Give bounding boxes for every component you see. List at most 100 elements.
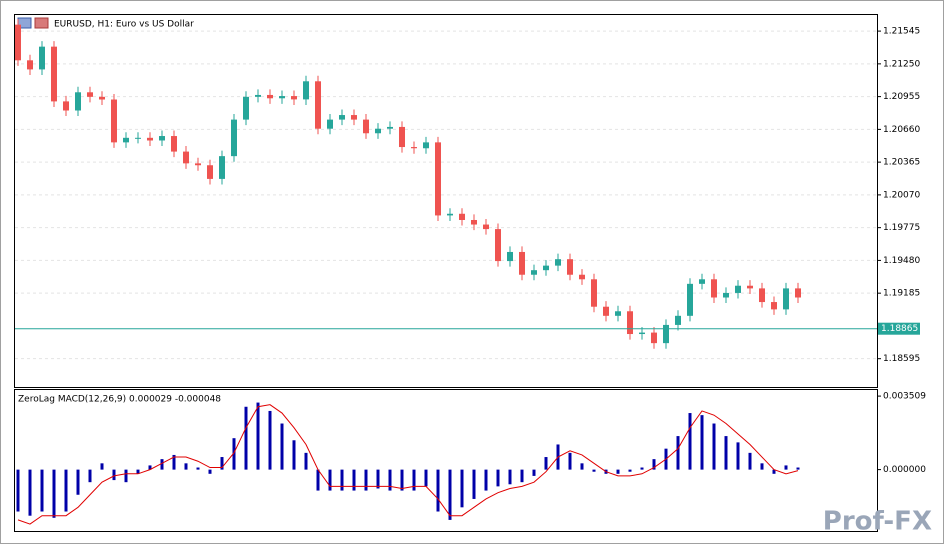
macd-bar — [76, 469, 80, 495]
macd-bar — [328, 469, 332, 491]
macd-bar — [448, 469, 452, 520]
candle-body — [315, 81, 321, 129]
candle-body — [639, 332, 645, 335]
candle-body — [615, 311, 621, 316]
current-price-box — [878, 322, 920, 335]
chart-title: EURUSD, H1: Euro vs US Dollar — [54, 20, 194, 30]
macd-bar — [340, 469, 344, 491]
candle-body — [783, 288, 789, 310]
candle-body — [699, 279, 705, 284]
candle-body — [87, 92, 93, 97]
y-tick-label: 1.19185 — [883, 289, 920, 299]
macd-bar — [196, 467, 200, 470]
macd-bar — [688, 413, 692, 470]
macd-bar — [652, 459, 656, 470]
candle-body — [687, 283, 693, 316]
candle-body — [255, 94, 261, 97]
candle-body — [423, 142, 429, 149]
macd-bar — [616, 469, 620, 474]
price-panel — [14, 14, 878, 388]
macd-bar — [208, 469, 212, 474]
candle-body — [363, 119, 369, 134]
candle-body — [471, 219, 477, 225]
macd-bar — [160, 459, 164, 470]
macd-bar — [64, 469, 68, 512]
macd-bar — [544, 457, 548, 470]
y-tick-label: 1.20365 — [883, 158, 920, 168]
candle-body — [147, 137, 153, 141]
macd-bar — [52, 469, 56, 518]
macd-bar — [796, 467, 800, 470]
macd-bar — [28, 469, 32, 516]
macd-bar — [232, 438, 236, 470]
candle-body — [39, 46, 45, 70]
candle-body — [519, 251, 525, 275]
candle-body — [411, 147, 417, 149]
macd-bar — [256, 402, 260, 470]
macd-bar — [220, 457, 224, 470]
y-tick-label: 1.18595 — [883, 354, 920, 364]
macd-bar — [676, 436, 680, 470]
current-price-label: 1.18865 — [881, 324, 918, 334]
candle-body — [183, 151, 189, 164]
candle-body — [735, 285, 741, 293]
macd-bar — [640, 467, 644, 470]
candle-body — [207, 165, 213, 179]
candle-body — [723, 292, 729, 298]
y-tick-label: 1.21250 — [883, 59, 920, 69]
macd-bar — [280, 423, 284, 470]
macd-bar — [268, 410, 272, 470]
macd-bar — [352, 469, 356, 491]
y-tick-label: 1.21545 — [883, 27, 920, 37]
candle-body — [99, 96, 105, 100]
macd-bar — [724, 436, 728, 470]
candle-body — [603, 306, 609, 316]
candle-body — [231, 119, 237, 157]
candle-body — [447, 213, 453, 216]
macd-bar — [484, 469, 488, 491]
candle-body — [627, 311, 633, 335]
candle-body — [483, 224, 489, 230]
macd-bar — [520, 469, 524, 483]
candle-body — [135, 137, 141, 139]
macd-bar — [460, 469, 464, 508]
macd-bar — [760, 463, 764, 470]
candle-body — [243, 96, 249, 120]
macd-bar — [40, 469, 44, 512]
candle-body — [795, 288, 801, 298]
macd-bar — [532, 469, 536, 476]
candle-body — [663, 324, 669, 344]
candle-body — [543, 265, 549, 271]
macd-bar — [316, 469, 320, 491]
macd-bar — [568, 452, 572, 470]
candle-body — [555, 259, 561, 266]
candle-body — [399, 126, 405, 148]
y-tick-label: 1.20070 — [883, 190, 920, 200]
macd-bar — [748, 452, 752, 470]
candle-body — [567, 259, 573, 275]
macd-bar — [388, 469, 392, 491]
candle-body — [459, 213, 465, 220]
y-tick-label: 0.003509 — [883, 392, 926, 402]
macd-bar — [400, 469, 404, 491]
candle-body — [327, 119, 333, 129]
signal-line — [17, 404, 799, 525]
candle-body — [195, 163, 201, 166]
macd-bar — [376, 469, 380, 489]
candle-body — [675, 315, 681, 325]
candle-body — [435, 142, 441, 216]
candle-body — [279, 96, 285, 99]
candle-body — [15, 24, 21, 61]
candle-body — [27, 60, 33, 70]
macd-bar — [292, 440, 296, 470]
macd-bar — [364, 469, 368, 491]
macd-bar — [112, 469, 116, 481]
candle-body — [303, 81, 309, 100]
candle-body — [159, 136, 165, 141]
candle-body — [591, 279, 597, 307]
candle-body — [495, 229, 501, 262]
candle-body — [771, 302, 777, 310]
